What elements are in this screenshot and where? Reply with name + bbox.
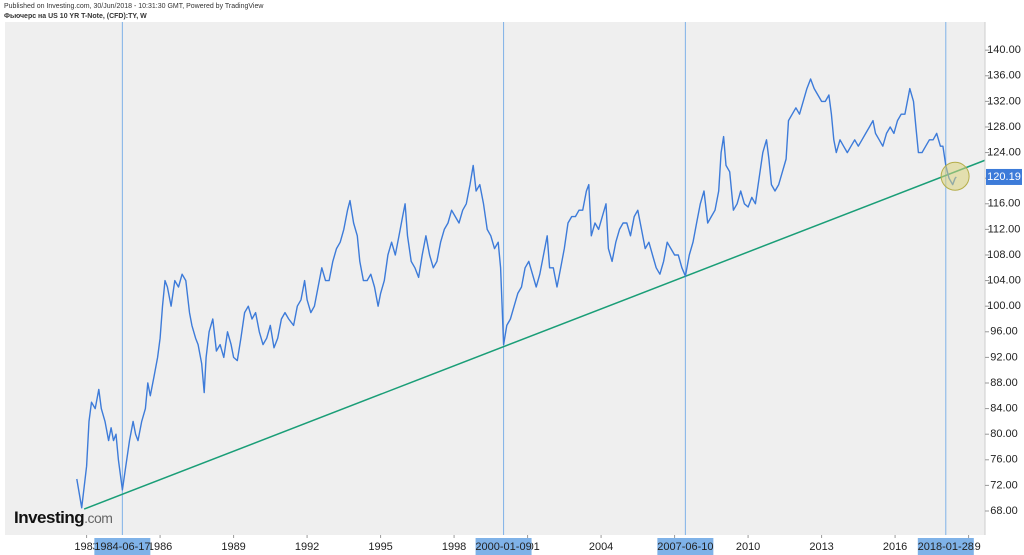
y-tick-label: 76.00 <box>990 454 1018 466</box>
y-tick-label: 92.00 <box>990 351 1018 363</box>
x-tick-label: 1998 <box>442 541 466 553</box>
x-tick-label: 2016 <box>883 541 907 553</box>
x-tick-label: 2004 <box>589 541 613 553</box>
x-tick-label: 2010 <box>736 541 760 553</box>
y-tick-label: 116.00 <box>988 198 1021 210</box>
marker-label: 2000-01-09 <box>475 541 531 553</box>
x-tick-label: 1989 <box>221 541 245 553</box>
last-value-label: 120.19 <box>987 171 1021 183</box>
y-tick-label: 136.00 <box>987 70 1021 82</box>
y-tick-label: 112.00 <box>988 223 1021 235</box>
y-tick-label: 72.00 <box>990 479 1018 491</box>
y-tick-label: 108.00 <box>987 249 1021 261</box>
marker-label-box <box>657 538 714 555</box>
marker-label-box <box>475 538 532 555</box>
x-tick-label: 1992 <box>295 541 319 553</box>
y-tick-label: 100.00 <box>987 300 1021 312</box>
watermark: Investing.com <box>14 508 113 528</box>
y-tick-label: 124.00 <box>987 146 1021 158</box>
y-tick-label: 88.00 <box>990 377 1018 389</box>
y-tick-label: 140.00 <box>987 44 1021 56</box>
marker-label: 2007-06-10 <box>657 541 713 553</box>
y-axis-area <box>985 0 1024 555</box>
symbol-title: Фьючерс на US 10 YR T-Note, (CFD):TY, W <box>4 13 147 20</box>
highlight-circle <box>940 161 970 191</box>
brand: Investing <box>14 508 85 527</box>
y-tick-label: 68.00 <box>990 505 1018 517</box>
marker-label: 2018-01-28 <box>918 541 974 553</box>
marker-label-box <box>94 538 151 555</box>
y-tick-label: 128.00 <box>987 121 1021 133</box>
y-tick-label: 104.00 <box>987 274 1021 286</box>
plot-area <box>5 22 985 535</box>
x-tick-label: 1986 <box>148 541 172 553</box>
marker-label: 1984-06-17 <box>94 541 150 553</box>
y-tick-label: 96.00 <box>990 326 1018 338</box>
x-tick-label: 1995 <box>368 541 392 553</box>
y-tick-label: 132.00 <box>987 95 1021 107</box>
y-tick-label: 84.00 <box>990 402 1018 414</box>
marker-label-box <box>917 538 974 555</box>
last-value-box <box>986 168 1022 185</box>
published-note: Published on Investing.com, 30/Jun/2018 … <box>4 3 264 10</box>
price-line <box>76 78 957 509</box>
y-tick-label: 80.00 <box>990 428 1018 440</box>
trendline <box>83 159 986 510</box>
x-tick-label: 1983 <box>74 541 98 553</box>
brand-suffix: .com <box>84 510 113 526</box>
x-tick-label: 2013 <box>809 541 833 553</box>
